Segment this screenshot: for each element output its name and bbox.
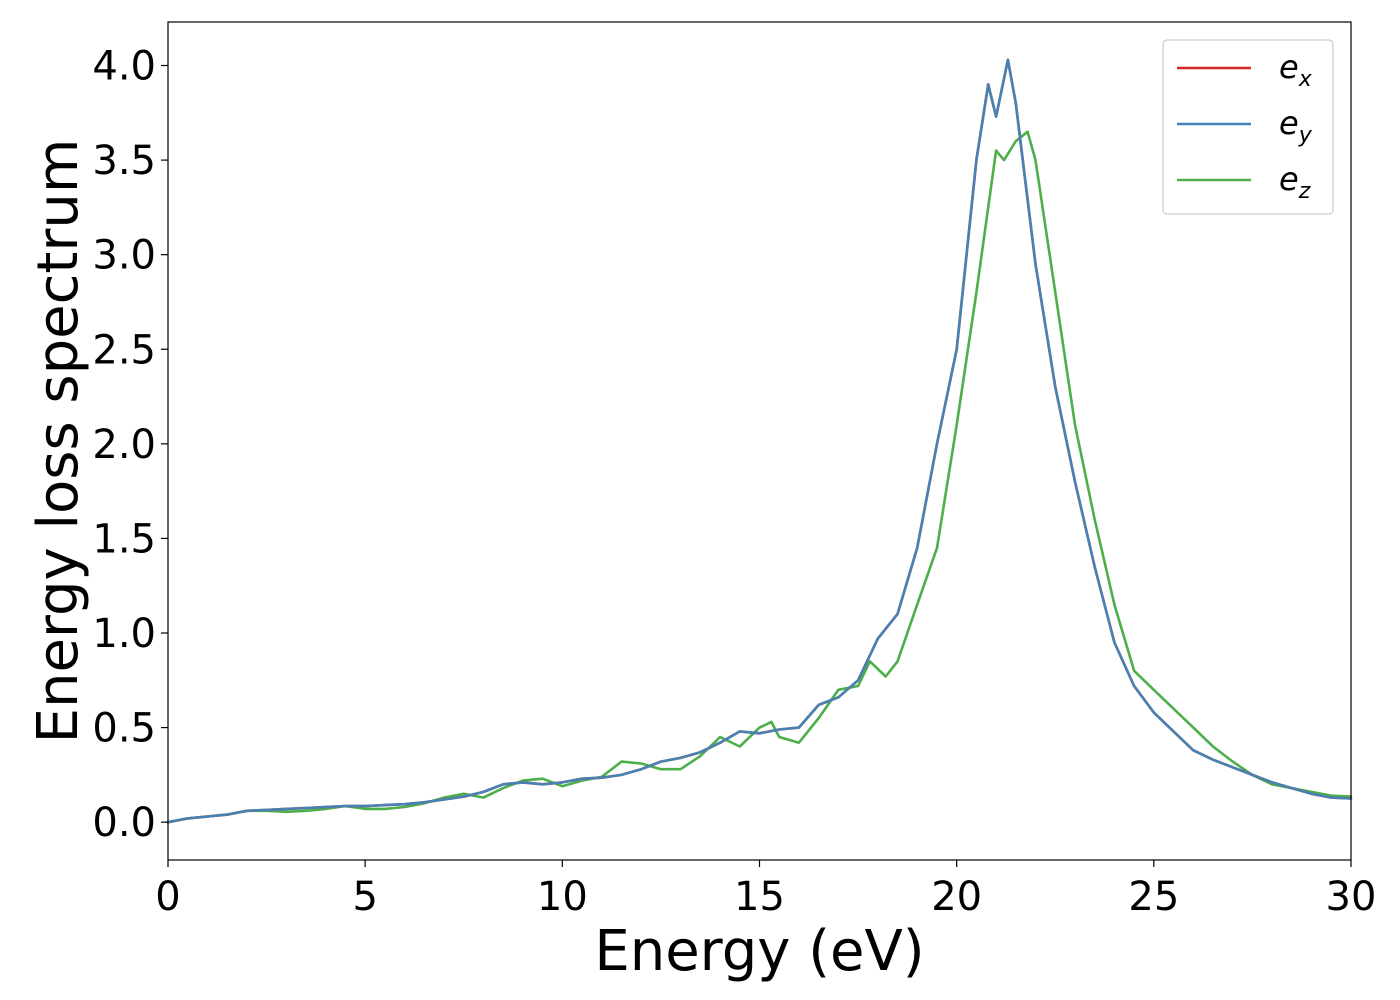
x-axis-ticks: 0 5 10 15 20 25 30 <box>155 860 1376 920</box>
x-tick-label: 15 <box>734 874 785 920</box>
x-tick-label: 20 <box>931 874 982 920</box>
y-tick-label: 2.5 <box>92 327 156 373</box>
x-tick-label: 30 <box>1326 874 1377 920</box>
x-tick-label: 10 <box>537 874 588 920</box>
y-tick-label: 4.0 <box>92 44 156 90</box>
y-tick-label: 3.0 <box>92 233 156 279</box>
y-tick-label: 2.0 <box>92 422 156 468</box>
series-line-y <box>166 58 1353 824</box>
y-tick-label: 3.5 <box>92 138 156 184</box>
series-layer <box>166 58 1353 824</box>
legend: ex ey ez <box>1162 39 1334 215</box>
legend-label-y: ey <box>1279 104 1313 148</box>
x-tick-label: 0 <box>155 874 180 920</box>
y-tick-label: 1.0 <box>92 611 156 657</box>
x-axis-label: Energy (eV) <box>594 919 924 984</box>
y-tick-label: 1.5 <box>92 516 156 562</box>
y-tick-label: 0.5 <box>92 706 156 752</box>
legend-label-z: ez <box>1279 160 1311 204</box>
legend-box <box>1162 39 1334 215</box>
y-axis-label: Energy loss spectrum <box>26 139 91 744</box>
y-tick-label: 0.0 <box>92 800 156 846</box>
y-axis-ticks: 0.0 0.5 1.0 1.5 2.0 2.5 3.0 3.5 4.0 <box>92 44 168 846</box>
legend-label-x: ex <box>1279 48 1313 92</box>
series-line-z <box>166 130 1353 824</box>
x-tick-label: 5 <box>352 874 377 920</box>
x-tick-label: 25 <box>1128 874 1179 920</box>
